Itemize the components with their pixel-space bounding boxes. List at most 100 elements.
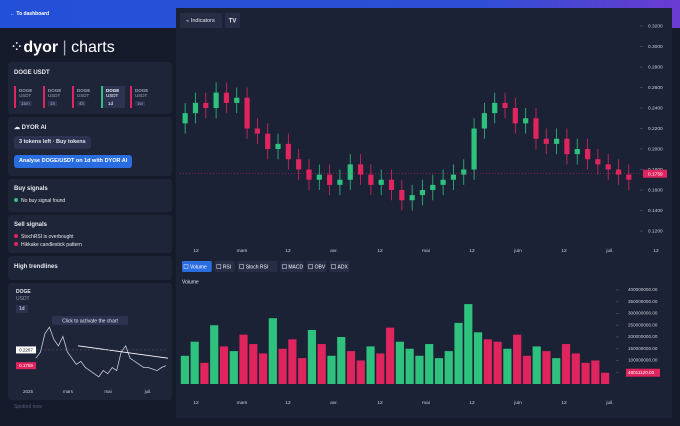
volume-tick-label: 400000000.00 (628, 287, 658, 292)
trendline (77, 345, 169, 359)
mini-base: DOGE (16, 289, 31, 295)
ai-title-text: DYOR AI (21, 125, 47, 131)
candle-body (595, 159, 601, 165)
indicator-tab[interactable] (182, 261, 212, 272)
volume-x-label: juil. (605, 400, 613, 406)
candle-body (512, 108, 518, 124)
indicators-text[interactable]: Indicators (191, 18, 215, 24)
indicator-tab-label[interactable]: MACD (288, 264, 303, 270)
back-link-text[interactable]: To dashboard (16, 11, 50, 17)
last-price-box (643, 169, 667, 178)
candle-body (409, 195, 415, 201)
timeframe[interactable]: DOGE USDT 1d (101, 86, 125, 108)
buy-signals-panel: Buy signals No buy signal found (8, 179, 172, 212)
candle-body (502, 102, 508, 108)
trendlines-panel: High trendlines (8, 256, 172, 280)
tf-quote: USDT (19, 93, 32, 98)
mini-overlay[interactable]: Click to activate the chart (62, 319, 118, 325)
indicator-tab-label[interactable]: RSI (223, 264, 231, 270)
mini-overlay-bg[interactable] (52, 316, 128, 325)
tv-button[interactable] (225, 13, 240, 28)
indicator-tab-label[interactable]: Stoch RSI (246, 264, 269, 270)
volume-bar (239, 334, 248, 384)
candle-body (615, 169, 622, 175)
analyse-button[interactable]: Analyse DOGE/USDT on 1d with DYOR AI (14, 155, 133, 168)
tf-interval: 4h (77, 101, 87, 106)
candle-body (357, 164, 364, 175)
tab-checkbox[interactable] (331, 264, 336, 269)
volume-bar (473, 332, 483, 384)
mini-x-label: mars (63, 389, 74, 394)
buy-tokens-button[interactable]: 3 tokens left · Buy tokens (14, 136, 91, 149)
indicators-button[interactable] (180, 13, 222, 28)
tab-checkbox[interactable] (216, 264, 222, 269)
mini-chart-panel[interactable]: DOGE USDT 1d 0.2267 0.1759 2025 mars mai juil… (8, 283, 172, 400)
tab-checkbox[interactable] (282, 264, 287, 269)
indicator-tab[interactable] (237, 261, 278, 272)
volume-bar (444, 351, 453, 384)
price-tick-label: 0.3000 (648, 44, 663, 50)
tf-base: DOGE (106, 88, 120, 93)
timeframe[interactable]: DOGE USDT 1w (130, 86, 154, 108)
volume-bar (434, 358, 444, 384)
price-tick-label: 0.2600 (648, 85, 663, 91)
candle-body (337, 179, 343, 185)
price-tick-label: 0.1400 (648, 208, 663, 214)
indicator-tab[interactable] (280, 261, 304, 272)
price-x-label: mars (237, 248, 248, 254)
timeframe[interactable]: DOGE USDT 15m (14, 86, 38, 108)
volume-bar (356, 360, 365, 384)
mini-x-label: 2025 (23, 389, 34, 394)
candle-body (368, 174, 374, 185)
tab-checkbox[interactable] (239, 264, 244, 269)
volume-x-label: 12 (193, 400, 199, 406)
indicator-tab-label[interactable]: Volume (190, 264, 207, 270)
mini-price-label: 0.1759 (19, 363, 33, 368)
timeframe[interactable]: DOGE USDT 4h (72, 86, 96, 108)
candle-body (223, 92, 230, 103)
signal-dot (14, 234, 18, 238)
last-volume-label: 48011120.00 (628, 370, 655, 375)
tab-checkbox[interactable] (308, 264, 313, 269)
logo-brand: dyor (23, 39, 59, 56)
indicator-tab-label[interactable]: ADX (338, 264, 349, 270)
tf-quote: USDT (77, 93, 90, 98)
mini-chart: 0.2267 0.1759 2025 mars mai juil. Click to act… (16, 316, 169, 394)
volume-x-label: juin (513, 400, 522, 406)
volume-bar (561, 344, 571, 384)
tv-icon[interactable]: TV (229, 19, 237, 25)
indicator-tab-label[interactable]: OBV (315, 264, 326, 270)
logo: ⁘dyor | charts (10, 39, 115, 56)
back-link[interactable]: ← To dashboard (10, 11, 50, 17)
tab-checkbox[interactable] (183, 264, 189, 269)
candle-body (182, 113, 188, 124)
tf-interval: 15m (19, 101, 32, 106)
volume-tick-label: 150000000.00 (628, 346, 658, 351)
indicator-tab[interactable] (329, 261, 350, 272)
signal-text: StochRSI is overbought (21, 234, 74, 240)
tf-interval: 1w (135, 101, 145, 106)
candle-body (275, 143, 281, 149)
volume-bar (278, 348, 287, 384)
candle-body (450, 174, 457, 180)
timeframe[interactable]: DOGE USDT 1h (43, 86, 67, 108)
tf-base: DOGE (77, 88, 91, 93)
pair-title: DOGE USDT (14, 70, 50, 76)
candle-body (471, 128, 477, 170)
indicators-label[interactable]: ⌁ Indicators (186, 18, 215, 24)
candle-body (203, 102, 209, 108)
volume-bar (542, 351, 551, 384)
indicator-tab[interactable] (214, 261, 235, 272)
volume-bar (386, 327, 395, 384)
logo-product: charts (71, 39, 115, 56)
mini-x-label: juil. (144, 389, 152, 394)
indicator-tab[interactable] (306, 261, 327, 272)
signal-text: Hikkake candlestick pattern (21, 242, 82, 248)
candle-body (533, 118, 539, 139)
candle-body (492, 102, 498, 114)
volume-bar (601, 372, 610, 384)
volume-bar (493, 341, 502, 384)
trendlines-title: High trendlines (14, 264, 58, 270)
price-x-label: mai (422, 248, 430, 254)
